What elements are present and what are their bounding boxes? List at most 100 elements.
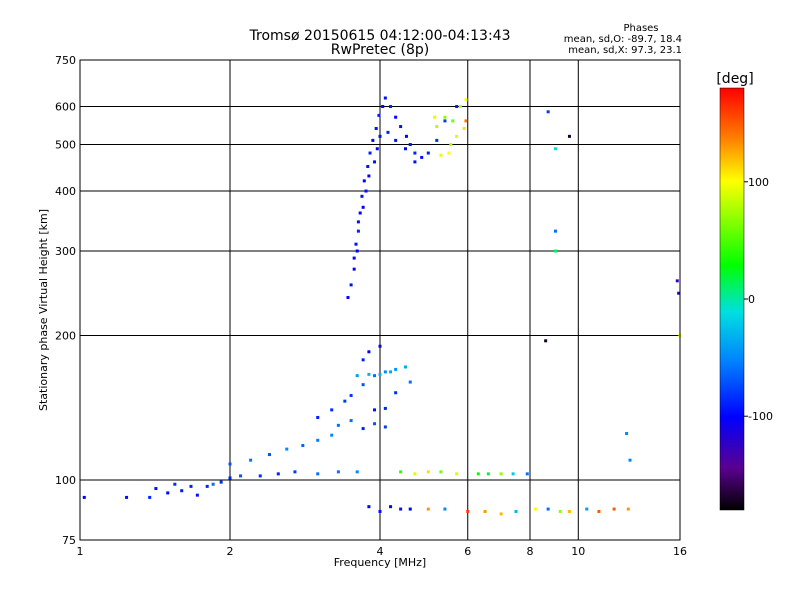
data-point	[358, 211, 362, 215]
data-point	[373, 160, 377, 164]
data-point	[373, 408, 377, 412]
data-point	[435, 138, 439, 142]
data-point	[352, 267, 356, 271]
y-tick-label: 200	[55, 330, 76, 343]
data-point	[367, 174, 371, 178]
data-point	[399, 507, 403, 511]
data-point	[449, 143, 453, 147]
data-point	[293, 470, 297, 474]
data-point	[343, 399, 347, 403]
data-point	[219, 480, 223, 484]
data-point	[383, 96, 387, 100]
data-point	[567, 509, 571, 513]
data-point	[426, 470, 430, 474]
data-point	[585, 507, 589, 511]
data-point	[205, 484, 209, 488]
data-point	[373, 374, 377, 378]
data-point	[367, 350, 371, 354]
data-point	[394, 391, 398, 395]
data-point	[361, 205, 365, 209]
data-point	[349, 283, 353, 287]
colorbar	[719, 87, 745, 511]
data-point	[546, 507, 550, 511]
data-point	[301, 444, 305, 448]
data-point	[368, 151, 372, 155]
data-point	[553, 249, 557, 253]
stats-o-mode: mean, sd,O: -89.7, 18.4	[564, 34, 682, 45]
colorbar-tick-labels: 100 0 -100	[744, 176, 773, 423]
data-point	[330, 408, 334, 412]
data-point	[499, 472, 503, 476]
y-tick-labels: 75 100 200 300 400 500 600 750	[55, 54, 76, 547]
data-point	[466, 509, 470, 513]
data-point	[355, 374, 359, 378]
data-point	[408, 380, 412, 384]
data-point	[180, 489, 184, 493]
data-point	[612, 507, 616, 511]
data-point	[403, 365, 407, 369]
data-point	[346, 296, 350, 300]
y-tick-label: 750	[55, 54, 76, 67]
data-point	[125, 495, 129, 499]
data-point	[148, 495, 152, 499]
data-point	[82, 495, 86, 499]
data-point	[511, 472, 515, 476]
data-point	[361, 358, 365, 362]
y-tick-label: 400	[55, 185, 76, 198]
plot-frame	[79, 59, 681, 541]
data-point	[375, 147, 379, 151]
data-point	[364, 189, 368, 193]
data-point	[352, 256, 356, 260]
data-point	[483, 509, 487, 513]
data-point	[228, 476, 232, 480]
data-point	[316, 415, 320, 419]
data-point	[367, 372, 371, 376]
data-point	[413, 472, 417, 476]
data-point	[355, 249, 359, 253]
data-point	[443, 119, 447, 123]
data-point	[597, 509, 601, 513]
data-point	[276, 472, 280, 476]
data-point	[394, 367, 398, 371]
data-point	[403, 147, 407, 151]
data-point	[154, 487, 158, 491]
data-point	[316, 472, 320, 476]
data-point	[354, 242, 358, 246]
data-point	[426, 507, 430, 511]
data-point	[349, 394, 353, 398]
data-point	[433, 115, 437, 119]
data-point	[486, 472, 490, 476]
data-point	[371, 138, 375, 142]
data-point	[355, 470, 359, 474]
data-point	[626, 507, 630, 511]
data-point	[394, 115, 398, 119]
data-point	[675, 279, 679, 283]
data-point	[189, 484, 193, 488]
data-point	[195, 493, 199, 497]
data-point	[625, 432, 629, 436]
data-point	[476, 472, 480, 476]
data-point	[464, 119, 468, 123]
data-point	[285, 447, 289, 451]
data-point	[383, 425, 387, 429]
stats-heading: Phases	[623, 23, 658, 34]
data-point	[426, 151, 430, 155]
data-point	[408, 143, 412, 147]
data-point	[386, 130, 390, 134]
data-point	[267, 453, 271, 457]
x-tick-label: 16	[673, 545, 687, 558]
data-point	[373, 422, 377, 426]
x-tick-label: 2	[227, 545, 234, 558]
x-tick-label: 4	[377, 545, 384, 558]
data-point	[389, 370, 393, 374]
data-point	[455, 134, 459, 138]
chart-subtitle: RwPretec (8p)	[331, 42, 429, 58]
data-point	[544, 339, 548, 343]
data-point	[394, 138, 398, 142]
data-point	[383, 370, 387, 374]
colorbar-label: [deg]	[716, 71, 753, 87]
y-tick-label: 500	[55, 139, 76, 152]
data-point	[399, 470, 403, 474]
x-tick-label: 8	[527, 545, 534, 558]
